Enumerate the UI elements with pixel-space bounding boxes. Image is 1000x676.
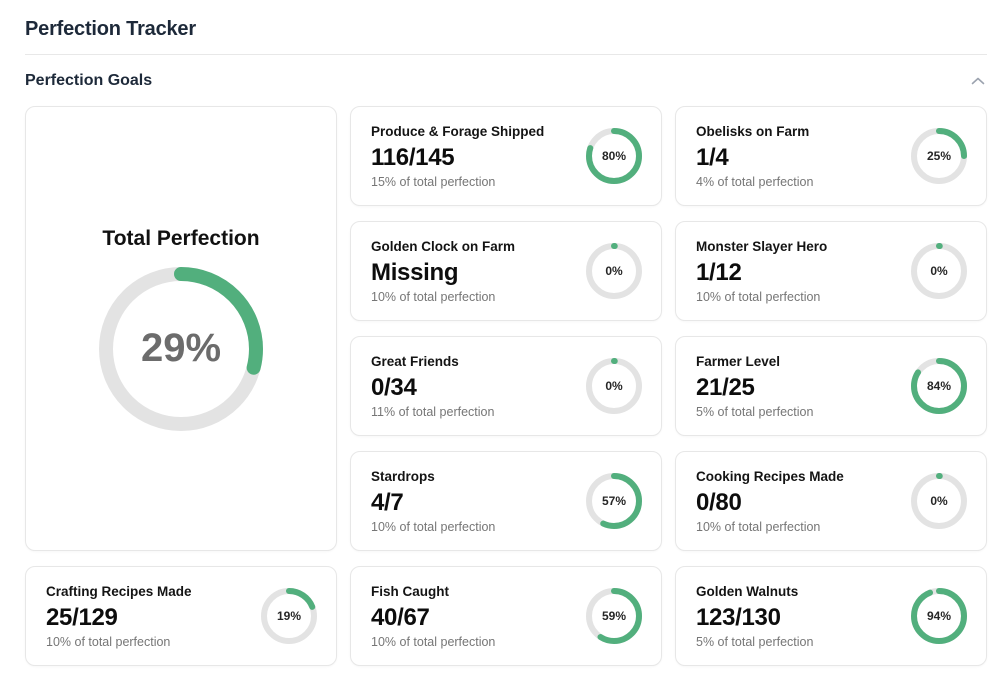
- goal-percent: 57%: [601, 494, 627, 508]
- goal-subtitle: 10% of total perfection: [371, 634, 496, 649]
- total-perfection-ring: 29%: [99, 266, 263, 431]
- goal-text-block: Great Friends 0/34 11% of total perfecti…: [371, 354, 494, 419]
- goal-title: Farmer Level: [696, 353, 781, 369]
- goal-percent: 0%: [605, 379, 623, 393]
- goal-title: Cooking Recipes Made: [696, 468, 844, 484]
- goal-percent: 0%: [605, 264, 623, 278]
- goal-percent: 84%: [926, 379, 952, 393]
- goal-progress-ring: 0%: [911, 473, 967, 529]
- goal-title: Golden Walnuts: [696, 583, 799, 599]
- goal-progress-ring: 57%: [586, 473, 642, 529]
- goal-value: 40/67: [371, 603, 430, 631]
- goal-value: Missing: [371, 258, 459, 286]
- goal-card: Monster Slayer Hero 1/12 10% of total pe…: [675, 221, 987, 321]
- page-title: Perfection Tracker: [25, 18, 196, 40]
- header-divider: [25, 54, 987, 55]
- total-perfection-title: Total Perfection: [102, 226, 260, 250]
- section-title: Perfection Goals: [25, 72, 153, 89]
- goal-subtitle: 10% of total perfection: [696, 289, 821, 304]
- goal-card: Fish Caught 40/67 10% of total perfectio…: [350, 566, 662, 666]
- goal-title: Golden Clock on Farm: [371, 238, 516, 254]
- goal-title: Monster Slayer Hero: [696, 238, 828, 254]
- goal-text-block: Farmer Level 21/25 5% of total perfectio…: [696, 354, 813, 419]
- total-perfection-percent: 29%: [140, 326, 222, 370]
- goal-progress-ring: 0%: [586, 243, 642, 299]
- goal-subtitle: 10% of total perfection: [46, 634, 171, 649]
- goal-percent: 0%: [930, 494, 948, 508]
- goal-value: 1/12: [696, 258, 742, 286]
- goal-value: 21/25: [696, 373, 755, 401]
- goal-subtitle: 11% of total perfection: [371, 404, 495, 419]
- goal-value: 116/145: [371, 143, 455, 171]
- goal-card: Golden Walnuts 123/130 5% of total perfe…: [675, 566, 987, 666]
- goal-subtitle: 15% of total perfection: [371, 174, 496, 189]
- goal-progress-ring: 59%: [586, 588, 642, 644]
- goal-card: Produce & Forage Shipped 116/145 15% of …: [350, 106, 662, 206]
- goal-value: 0/34: [371, 373, 417, 401]
- goal-subtitle: 10% of total perfection: [371, 519, 496, 534]
- goal-card: Cooking Recipes Made 0/80 10% of total p…: [675, 451, 987, 551]
- goal-text-block: Golden Clock on Farm Missing 10% of tota…: [371, 239, 515, 304]
- goal-progress-ring: 84%: [911, 358, 967, 414]
- goal-card: Great Friends 0/34 11% of total perfecti…: [350, 336, 662, 436]
- goal-percent: 94%: [926, 609, 952, 623]
- goal-card: Crafting Recipes Made 25/129 10% of tota…: [25, 566, 337, 666]
- goal-title: Fish Caught: [371, 583, 449, 599]
- goal-text-block: Stardrops 4/7 10% of total perfection: [371, 469, 495, 534]
- goal-progress-ring: 0%: [586, 358, 642, 414]
- goal-percent: 59%: [601, 609, 627, 623]
- goal-value: 123/130: [696, 603, 781, 631]
- goal-subtitle: 4% of total perfection: [696, 174, 814, 189]
- goal-subtitle: 10% of total perfection: [696, 519, 821, 534]
- goal-percent: 80%: [601, 149, 627, 163]
- goal-value: 4/7: [371, 488, 404, 516]
- goal-title: Great Friends: [371, 353, 459, 369]
- goal-progress-ring: 0%: [911, 243, 967, 299]
- goal-progress-ring: 25%: [911, 128, 967, 184]
- goal-title: Obelisks on Farm: [696, 123, 810, 139]
- goal-subtitle: 5% of total perfection: [696, 404, 814, 419]
- goal-text-block: Monster Slayer Hero 1/12 10% of total pe…: [696, 239, 827, 304]
- goal-text-block: Golden Walnuts 123/130 5% of total perfe…: [696, 584, 813, 649]
- goal-percent: 0%: [930, 264, 948, 278]
- goals-grid: Total Perfection 29% Produce & Forage Sh…: [25, 106, 987, 666]
- goal-value: 25/129: [46, 603, 118, 631]
- goal-value: 0/80: [696, 488, 742, 516]
- goal-text-block: Produce & Forage Shipped 116/145 15% of …: [371, 124, 544, 189]
- goal-title: Produce & Forage Shipped: [371, 123, 545, 139]
- total-perfection-card: Total Perfection 29%: [25, 106, 337, 551]
- goal-title: Stardrops: [371, 468, 435, 484]
- goal-text-block: Cooking Recipes Made 0/80 10% of total p…: [696, 469, 844, 534]
- goal-percent: 19%: [276, 609, 302, 623]
- section-header-perfection-goals[interactable]: Perfection Goals: [25, 72, 987, 90]
- goal-value: 1/4: [696, 143, 729, 171]
- goal-progress-ring: 19%: [261, 588, 317, 644]
- goal-progress-ring: 80%: [586, 128, 642, 184]
- goal-text-block: Crafting Recipes Made 25/129 10% of tota…: [46, 584, 192, 649]
- goal-percent: 25%: [926, 149, 952, 163]
- goal-card: Stardrops 4/7 10% of total perfection 57…: [350, 451, 662, 551]
- chevron-up-icon[interactable]: [969, 75, 987, 87]
- goal-card: Farmer Level 21/25 5% of total perfectio…: [675, 336, 987, 436]
- goal-card: Golden Clock on Farm Missing 10% of tota…: [350, 221, 662, 321]
- goal-subtitle: 5% of total perfection: [696, 634, 814, 649]
- goal-subtitle: 10% of total perfection: [371, 289, 496, 304]
- goal-progress-ring: 94%: [911, 588, 967, 644]
- goal-card: Obelisks on Farm 1/4 4% of total perfect…: [675, 106, 987, 206]
- goal-text-block: Obelisks on Farm 1/4 4% of total perfect…: [696, 124, 813, 189]
- goal-title: Crafting Recipes Made: [46, 583, 192, 599]
- goal-text-block: Fish Caught 40/67 10% of total perfectio…: [371, 584, 495, 649]
